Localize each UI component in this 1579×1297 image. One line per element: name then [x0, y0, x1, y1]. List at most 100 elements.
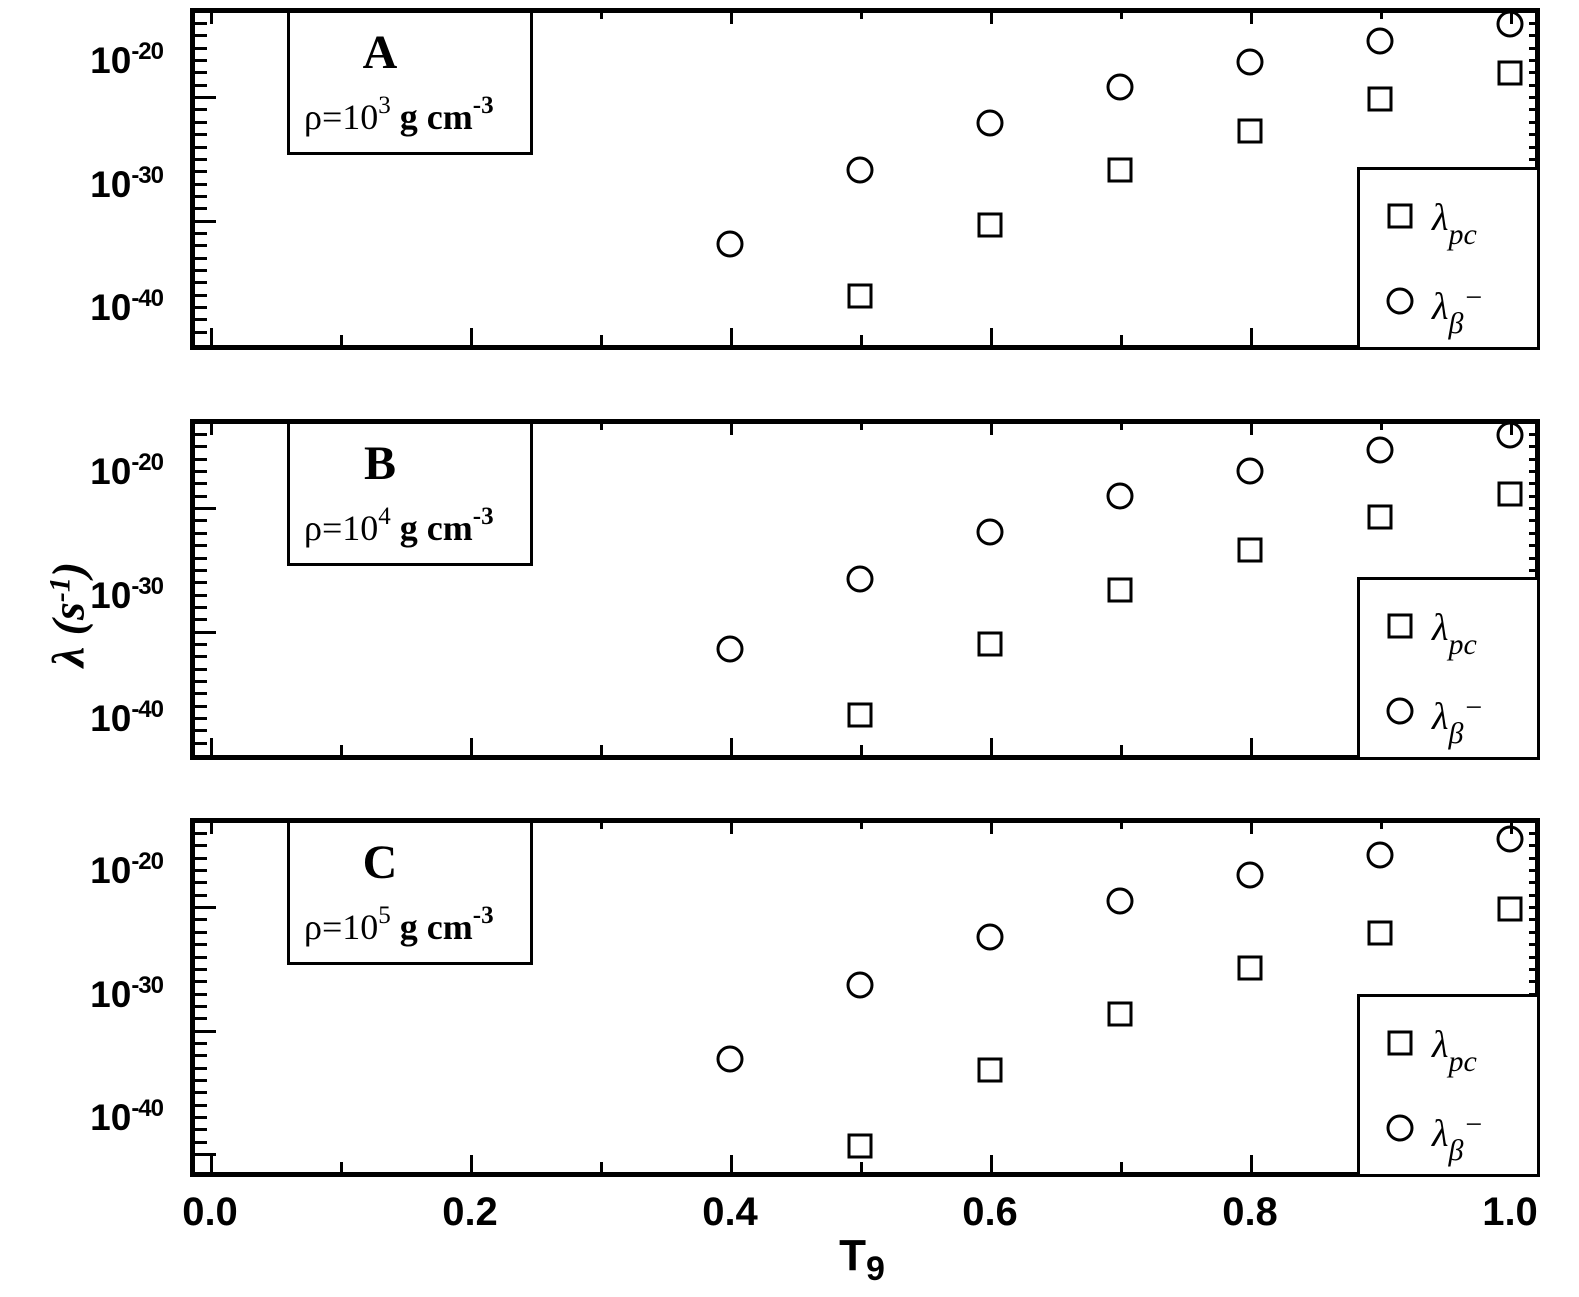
x-minor-tick — [860, 335, 863, 345]
y-right-tick — [1529, 83, 1535, 87]
x-minor-tick — [600, 745, 603, 755]
data-point-lambda_beta_minus-circle — [1106, 482, 1134, 510]
y-minor-tick — [195, 655, 207, 659]
y-minor-tick — [195, 593, 207, 597]
legend-square-marker-icon — [1387, 203, 1413, 229]
x-top-major-tick — [1250, 13, 1253, 24]
y-tick-label: 10-40 — [90, 285, 164, 328]
y-minor-tick — [195, 556, 207, 560]
legend-circle-marker-icon — [1386, 1114, 1414, 1142]
y-major-tick — [195, 1153, 216, 1157]
density-label: ρ=103 g cm-3 — [304, 92, 494, 137]
data-point-lambda_pc-square — [847, 702, 873, 728]
panel-letter: B — [363, 437, 396, 490]
x-top-major-tick — [730, 424, 733, 435]
y-right-tick — [1529, 46, 1535, 50]
data-point-lambda_pc-square — [1367, 86, 1393, 112]
y-right-tick — [1529, 59, 1535, 63]
y-right-tick — [1529, 844, 1535, 848]
y-right-tick — [1529, 34, 1535, 38]
data-point-lambda_beta_minus-circle — [1236, 457, 1264, 485]
y-minor-tick — [195, 568, 207, 572]
x-top-major-tick — [210, 823, 213, 834]
data-point-lambda_beta_minus-circle — [976, 109, 1004, 137]
data-point-lambda_pc-square — [977, 212, 1003, 238]
y-minor-tick — [195, 306, 207, 310]
y-minor-tick — [195, 642, 207, 646]
x-minor-tick — [1120, 745, 1123, 755]
data-point-lambda_pc-square — [977, 1057, 1003, 1083]
density-label: ρ=105 g cm-3 — [304, 902, 494, 947]
y-right-tick — [1529, 507, 1535, 511]
y-minor-tick — [195, 108, 207, 112]
panel-letter: A — [362, 26, 398, 79]
y-minor-tick — [195, 482, 207, 486]
data-point-lambda_beta_minus-circle — [1236, 861, 1264, 889]
x-minor-tick — [1120, 335, 1123, 345]
legend-entry-β: λβ− — [1360, 281, 1537, 340]
legend-circle-marker-icon — [1386, 287, 1414, 315]
x-top-major-tick — [990, 823, 993, 834]
y-minor-tick — [195, 918, 207, 922]
legend-label-pc: λpc — [1432, 1024, 1477, 1078]
y-minor-tick — [195, 729, 207, 733]
data-point-lambda_beta_minus-circle — [846, 156, 874, 184]
y-tick-exponent: -30 — [131, 572, 164, 600]
x-top-minor-tick — [600, 823, 603, 829]
y-minor-tick — [195, 1103, 207, 1107]
x-minor-tick — [860, 1162, 863, 1172]
data-point-lambda_pc-square — [1367, 504, 1393, 530]
x-top-minor-tick — [860, 13, 863, 19]
x-minor-tick — [340, 745, 343, 755]
y-right-tick — [1529, 71, 1535, 75]
x-top-major-tick — [1250, 424, 1253, 435]
legend-square-marker-icon — [1387, 1030, 1413, 1056]
y-minor-tick — [195, 231, 207, 235]
y-right-tick — [1529, 531, 1535, 535]
x-tick-label: 0.8 — [1222, 1190, 1278, 1234]
y-right-tick — [1529, 568, 1535, 572]
y-right-tick — [1529, 893, 1535, 897]
y-right-tick — [1529, 482, 1535, 486]
x-major-tick — [990, 328, 993, 345]
y-right-tick — [1529, 869, 1535, 873]
x-top-minor-tick — [1120, 424, 1123, 430]
data-point-lambda_pc-square — [1237, 118, 1263, 144]
x-major-tick — [730, 1155, 733, 1172]
y-tick-label: 10-20 — [90, 449, 164, 492]
legend-entry-pc: λpc — [1360, 197, 1537, 251]
y-right-tick — [1529, 881, 1535, 885]
y-minor-tick — [195, 680, 207, 683]
legend-label-β: λβ− — [1432, 691, 1484, 750]
x-major-tick — [210, 328, 213, 345]
data-point-lambda_beta_minus-circle — [1496, 825, 1524, 853]
y-right-tick — [1529, 955, 1535, 959]
legend-box: λpc λβ− — [1357, 167, 1540, 350]
panel-letter: C — [362, 836, 398, 889]
y-right-tick — [1529, 856, 1535, 860]
data-point-lambda_pc-square — [1107, 157, 1133, 183]
y-minor-tick — [195, 1041, 207, 1045]
y-minor-tick — [195, 881, 207, 885]
x-major-tick — [470, 738, 473, 755]
y-minor-tick — [195, 34, 207, 38]
y-minor-tick — [195, 318, 207, 322]
y-minor-tick — [195, 293, 207, 297]
data-point-lambda_pc-square — [1497, 60, 1523, 86]
y-minor-tick — [195, 856, 207, 860]
x-top-major-tick — [1250, 823, 1253, 834]
y-minor-tick — [195, 667, 207, 671]
x-top-minor-tick — [1380, 13, 1383, 19]
y-major-tick — [195, 507, 216, 511]
x-top-minor-tick — [1120, 823, 1123, 829]
legend-box: λpc λβ− — [1357, 577, 1540, 760]
legend-label-pc: λpc — [1432, 607, 1477, 661]
y-minor-tick — [195, 893, 207, 897]
y-tick-label: 10-30 — [90, 161, 164, 205]
y-major-tick — [195, 96, 216, 100]
data-point-lambda_beta_minus-circle — [1106, 73, 1134, 101]
data-point-lambda_pc-square — [1497, 896, 1523, 922]
